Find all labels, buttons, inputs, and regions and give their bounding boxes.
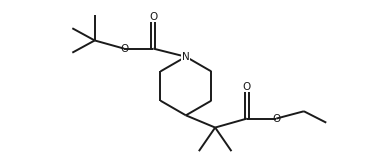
- Text: O: O: [120, 44, 128, 54]
- Text: O: O: [272, 114, 281, 124]
- Text: N: N: [182, 52, 190, 62]
- Text: O: O: [243, 82, 251, 92]
- Text: O: O: [149, 12, 158, 22]
